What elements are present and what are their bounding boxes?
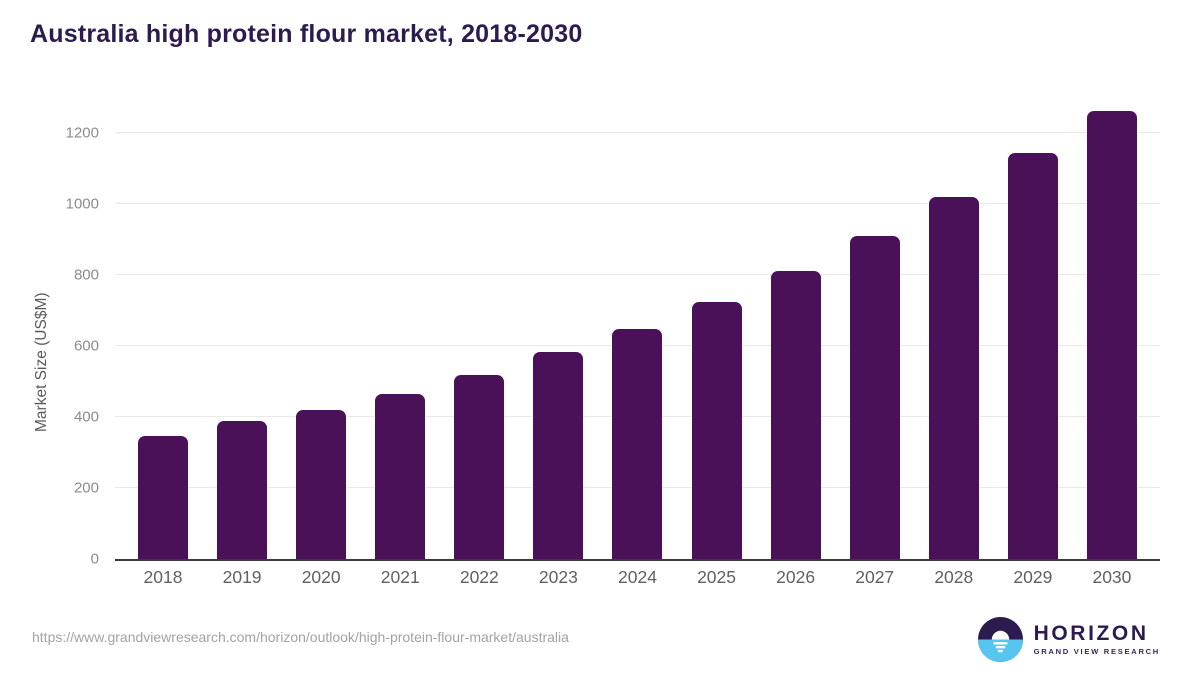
plot-area: 0 200 400 600 800 1000 1200 (66, 98, 1160, 568)
bar-2022 (454, 375, 505, 559)
bar-2024 (612, 328, 663, 559)
x-axis-labels: 2018 2019 2020 2021 2022 2023 2024 2025 2026 2027… (115, 567, 1160, 588)
y-tick-1200: 1200 (65, 124, 99, 142)
bar-2029 (1007, 153, 1058, 559)
y-tick-600: 600 (73, 337, 99, 355)
x-label-2028: 2028 (934, 567, 974, 587)
x-label-2024: 2024 (618, 567, 657, 587)
logo-text: HORIZON GRAND VIEW RESEARCH (1034, 623, 1160, 656)
logo-subtitle: GRAND VIEW RESEARCH (1033, 647, 1160, 656)
chart-title: Australia high protein flour market, 201… (30, 20, 583, 48)
bar-2028 (928, 197, 979, 559)
bar-2025 (691, 301, 742, 559)
x-label-2026: 2026 (776, 567, 816, 587)
x-label-2018: 2018 (143, 567, 183, 587)
x-label-2021: 2021 (380, 567, 420, 587)
bar-2026 (770, 271, 821, 559)
y-tick-1000: 1000 (65, 195, 99, 213)
x-label-2019: 2019 (222, 567, 262, 587)
y-tick-0: 0 (90, 550, 99, 568)
bar-2023 (533, 352, 584, 559)
bar-2027 (849, 235, 900, 559)
x-label-2023: 2023 (538, 567, 578, 587)
bars-row (115, 98, 1160, 559)
gridline-1200 (115, 132, 1160, 134)
bar-2030 (1086, 111, 1137, 559)
x-label-2030: 2030 (1092, 567, 1132, 587)
y-tick-200: 200 (73, 479, 99, 497)
source-url-text: https://www.grandviewresearch.com/horizo… (32, 629, 569, 645)
x-label-2022: 2022 (459, 567, 499, 587)
bar-2018 (138, 435, 188, 559)
x-label-2027: 2027 (855, 567, 895, 587)
x-label-2020: 2020 (301, 567, 341, 587)
gridline-1000 (115, 203, 1160, 205)
bar-2020 (296, 410, 347, 559)
logo-name: HORIZON (1033, 622, 1149, 645)
y-tick-400: 400 (73, 408, 99, 426)
x-label-2029: 2029 (1013, 567, 1053, 587)
bar-2019 (217, 421, 268, 559)
gridline-800 (115, 274, 1160, 276)
horizon-logo: HORIZON GRAND VIEW RESEARCH (977, 617, 1160, 662)
horizon-sun-over-water-icon (977, 617, 1023, 662)
bar-2021 (375, 393, 426, 559)
x-label-2025: 2025 (697, 567, 737, 587)
y-tick-800: 800 (73, 266, 99, 284)
